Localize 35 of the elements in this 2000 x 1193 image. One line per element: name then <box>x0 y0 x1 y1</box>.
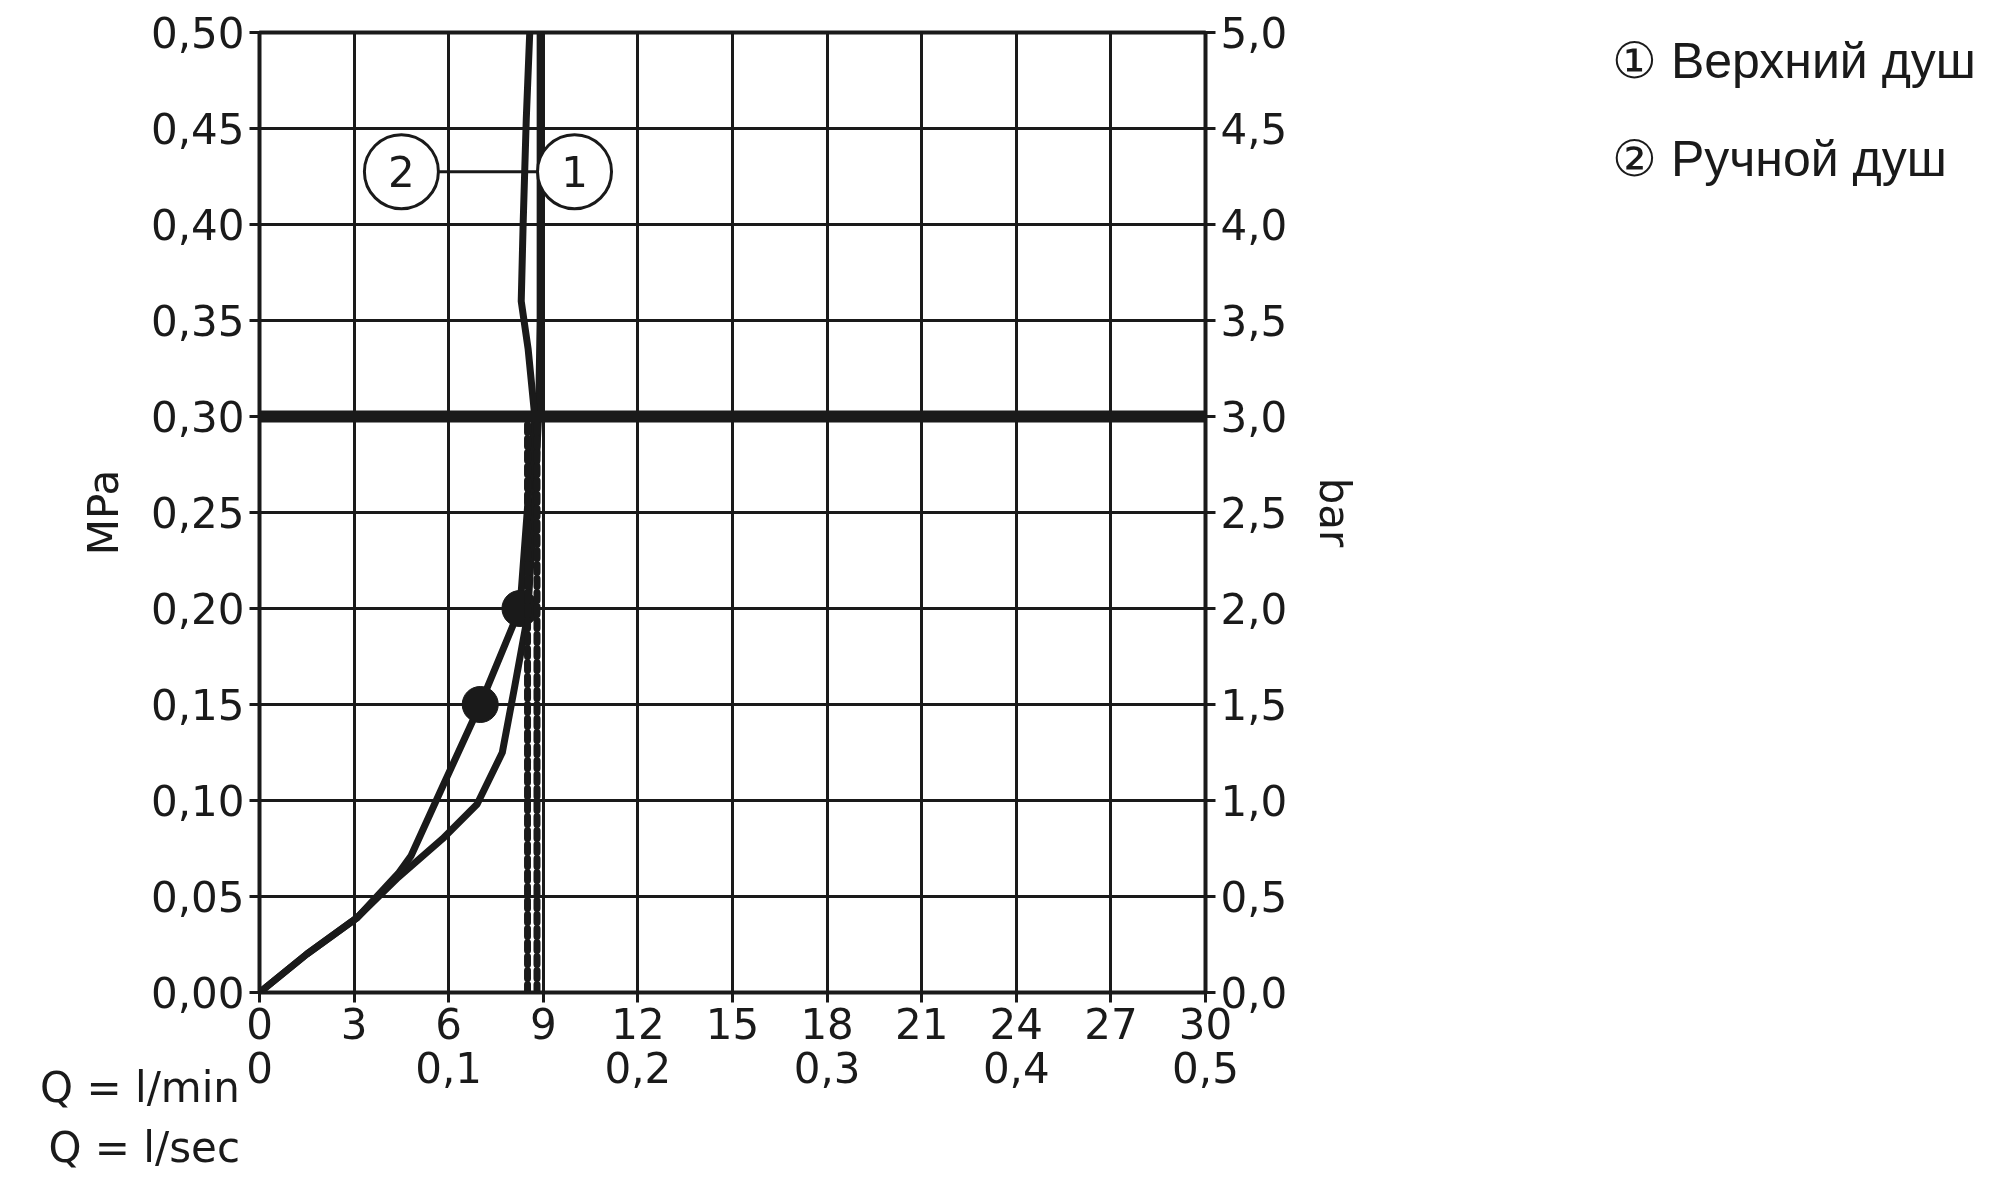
y-tick-label: 0,20 <box>150 585 245 634</box>
y2-tick-label: 0,5 <box>1220 873 1288 922</box>
y2-tick-label: 2,0 <box>1220 585 1288 634</box>
y-axis-title: MPa <box>78 469 128 556</box>
annotation: 2 <box>388 148 415 198</box>
x-tick-label: 21 <box>894 999 949 1049</box>
y2-tick-label: 1,5 <box>1220 681 1288 730</box>
x-tick-label: 15 <box>705 999 760 1049</box>
y-tick-label: 0,35 <box>150 297 245 346</box>
y2-axis-title: bar <box>1310 477 1360 549</box>
y2-tick-label: 3,5 <box>1220 297 1288 346</box>
y-tick-label: 0,50 <box>150 9 245 58</box>
y-tick-label: 0,40 <box>150 201 245 250</box>
x-tick-label: 9 <box>529 999 557 1049</box>
y-tick-label: 0,45 <box>150 105 245 154</box>
y2-tick-label: 2,5 <box>1220 489 1288 538</box>
y2-tick-label: 3,0 <box>1220 393 1288 442</box>
x-tick-label: 3 <box>340 999 368 1049</box>
y-tick-label: 0,30 <box>150 393 245 442</box>
y-tick-label: 0,15 <box>150 681 245 730</box>
annotation: 1 <box>561 148 588 198</box>
y-tick-label: 0,25 <box>150 489 245 538</box>
y-tick-label: 0,05 <box>150 873 245 922</box>
x-tick-label: 27 <box>1084 999 1138 1049</box>
text: ② Ручной душ <box>1612 130 1947 188</box>
x2-tick-label: 0,5 <box>1172 1043 1239 1093</box>
text: ① Верхний душ <box>1612 32 1976 90</box>
y-tick-label: 0,00 <box>150 969 245 1018</box>
y2-tick-label: 5,0 <box>1220 9 1288 58</box>
y2-tick-label: 4,0 <box>1220 201 1288 250</box>
x2-axis-title: Q = l/sec <box>48 1123 240 1172</box>
x-axis-title: Q = l/min <box>40 1063 240 1112</box>
y2-tick-label: 4,5 <box>1220 105 1288 154</box>
y-tick-label: 0,10 <box>150 777 245 826</box>
y2-tick-label: 1,0 <box>1220 777 1288 826</box>
